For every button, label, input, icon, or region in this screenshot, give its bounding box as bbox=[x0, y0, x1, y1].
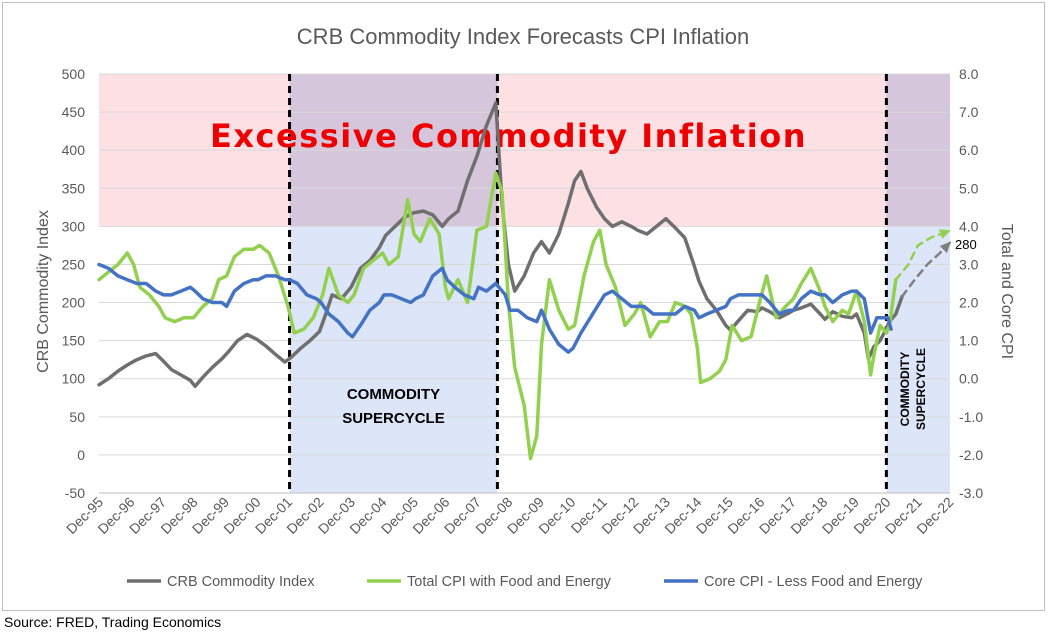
y-right-tick-label: -2.0 bbox=[959, 447, 983, 463]
y-right-tick-label: -3.0 bbox=[959, 485, 983, 501]
series-line-crb-forecast bbox=[900, 240, 953, 298]
y-left-tick-label: 0 bbox=[77, 447, 85, 463]
y-left-tick-label: 350 bbox=[62, 180, 86, 196]
y-right-tick-label: 7.0 bbox=[959, 104, 979, 120]
y-left-axis-title: CRB Commodity Index bbox=[35, 210, 52, 373]
source-note: Source: FRED, Trading Economics bbox=[4, 614, 222, 630]
y-right-tick-label: 5.0 bbox=[959, 180, 979, 196]
series-line-core-cpi-less-food-and-energy bbox=[97, 262, 893, 354]
supercycle-vlabel-line1: COMMODITY bbox=[898, 352, 912, 427]
y-left-tick-label: 300 bbox=[62, 218, 86, 234]
y-right-tick-label: 1.0 bbox=[959, 333, 979, 349]
y-left-tick-label: 50 bbox=[69, 409, 85, 425]
crb-forecast-arrowhead bbox=[939, 241, 951, 253]
supercycle-label-line1: COMMODITY bbox=[347, 386, 440, 403]
y-left-tick-label: -50 bbox=[65, 485, 85, 501]
y-left-tick-label: 500 bbox=[62, 66, 86, 82]
cpi-forecast-arrowhead bbox=[938, 229, 951, 239]
y-left-tick-label: 400 bbox=[62, 142, 86, 158]
y-right-tick-label: -1.0 bbox=[959, 409, 983, 425]
chart-title: CRB Commodity Index Forecasts CPI Inflat… bbox=[297, 24, 749, 49]
forecast-value-label: 280 bbox=[955, 237, 977, 252]
y-right-tick-label: 8.0 bbox=[959, 66, 979, 82]
y-right-tick-label: 0.0 bbox=[959, 371, 979, 387]
y-left-tick-label: 100 bbox=[62, 371, 86, 387]
y-right-tick-label: 6.0 bbox=[959, 142, 979, 158]
legend-label: CRB Commodity Index bbox=[167, 574, 315, 590]
excessive-zone-label: Excessive Commodity Inflation bbox=[210, 117, 807, 155]
legend-label: Total CPI with Food and Energy bbox=[407, 574, 612, 590]
y-right-tick-label: 4.0 bbox=[959, 218, 979, 234]
y-left-tick-label: 150 bbox=[62, 333, 86, 349]
y-right-tick-label: 3.0 bbox=[959, 256, 979, 272]
supercycle-label-line2: SUPERCYCLE bbox=[342, 410, 445, 427]
series-line-cpi-forecast bbox=[894, 228, 953, 281]
legend-label: Core CPI - Less Food and Energy bbox=[704, 574, 923, 590]
y-right-tick-label: 2.0 bbox=[959, 295, 979, 311]
y-right-axis-title: Total and Core CPI bbox=[998, 224, 1015, 359]
supercycle-label-vertical: COMMODITY SUPERCYCLE bbox=[898, 348, 928, 430]
supercycle-vlabel-line2: SUPERCYCLE bbox=[914, 348, 928, 430]
y-left-tick-label: 450 bbox=[62, 104, 86, 120]
y-left-tick-label: 200 bbox=[62, 295, 86, 311]
y-left-tick-label: 250 bbox=[62, 256, 86, 272]
